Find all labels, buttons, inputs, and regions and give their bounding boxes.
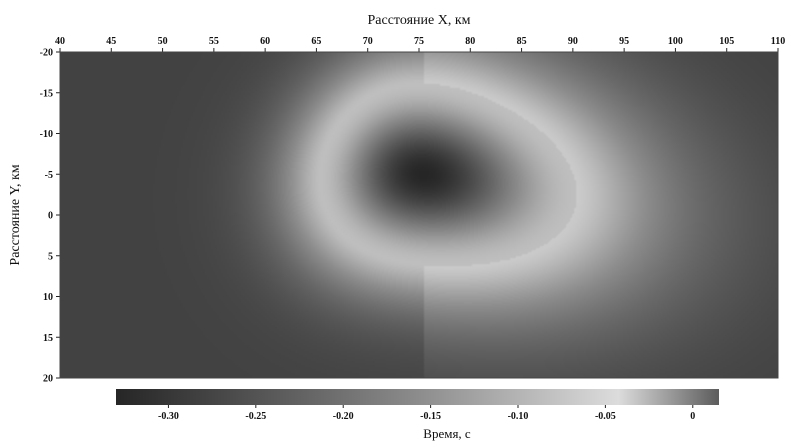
colorbar-tick-label: -0.20 <box>333 411 354 422</box>
y-tick-label: -5 <box>45 170 53 181</box>
y-tick-label: -20 <box>40 48 53 59</box>
y-tick-label: 5 <box>48 251 53 262</box>
colorbar-ticks: -0.30 -0.25 -0.20 -0.15 -0.10 -0.05 0 <box>158 405 695 422</box>
y-tick-label: -15 <box>40 88 53 99</box>
colorbar <box>116 389 719 405</box>
colorbar-tick-label: -0.30 <box>158 411 179 422</box>
y-axis-ticks: -20 -15 -10 -5 0 5 10 15 20 <box>40 48 60 385</box>
heatmap-plot-area <box>60 52 778 378</box>
colorbar-tick-label: -0.10 <box>508 411 529 422</box>
x-tick-label: 60 <box>260 36 270 47</box>
y-tick-label: 0 <box>48 211 53 222</box>
x-tick-label: 65 <box>311 36 321 47</box>
colorbar-tick-label: -0.25 <box>245 411 266 422</box>
heatmap-image <box>60 52 778 378</box>
x-tick-label: 85 <box>517 36 527 47</box>
x-tick-label: 75 <box>414 36 424 47</box>
x-tick-label: 70 <box>363 36 373 47</box>
colorbar-title: Время, с <box>423 426 471 441</box>
colorbar-tick-label: -0.15 <box>420 411 441 422</box>
x-tick-label: 90 <box>568 36 578 47</box>
x-tick-label: 110 <box>771 36 785 47</box>
x-tick-label: 100 <box>668 36 683 47</box>
y-tick-label: 20 <box>43 374 53 385</box>
y-tick-label: -10 <box>40 129 53 140</box>
x-tick-label: 80 <box>465 36 475 47</box>
colorbar-tick-label: 0 <box>690 411 695 422</box>
x-tick-label: 50 <box>158 36 168 47</box>
colorbar-tick-label: -0.05 <box>595 411 616 422</box>
y-axis-title: Расстояние Y, км <box>8 164 23 265</box>
x-tick-label: 40 <box>55 36 65 47</box>
x-tick-label: 55 <box>209 36 219 47</box>
x-axis-ticks: 40 45 50 55 60 65 70 75 80 85 90 95 100 105 110 <box>55 36 785 52</box>
plot-frame <box>59 51 779 379</box>
y-tick-label: 10 <box>43 292 53 303</box>
x-tick-label: 95 <box>619 36 629 47</box>
x-tick-label: 45 <box>106 36 116 47</box>
x-axis-title: Расстояние X, км <box>367 13 470 28</box>
x-tick-label: 105 <box>719 36 734 47</box>
y-tick-label: 15 <box>43 333 53 344</box>
